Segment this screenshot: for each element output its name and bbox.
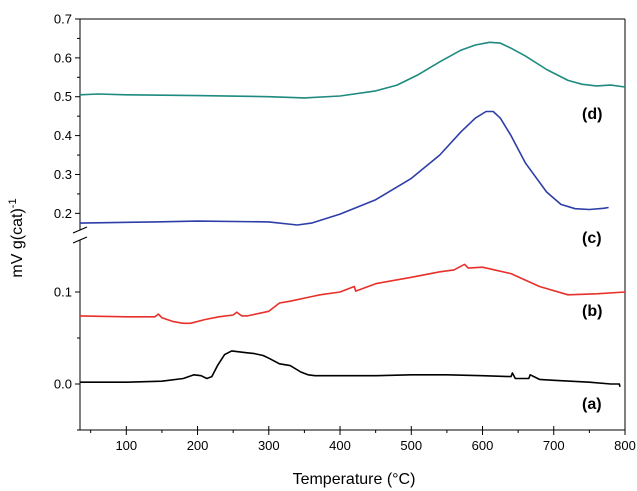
series-line-2 bbox=[79, 110, 609, 226]
y-tick-label: 0.4 bbox=[54, 128, 72, 143]
y-tick-label: 0.6 bbox=[54, 50, 72, 65]
y-tick-label: 0.7 bbox=[54, 12, 72, 27]
series-line-1 bbox=[79, 263, 626, 325]
y-axis-title: mV g(cat)-1 bbox=[7, 198, 26, 277]
curve-label: (c) bbox=[582, 230, 602, 247]
axis-break-slash-upper bbox=[72, 226, 88, 234]
y-tick-label: 0.1 bbox=[54, 285, 72, 300]
x-axis-title: Temperature (°C) bbox=[293, 471, 416, 488]
x-tick-label: 200 bbox=[187, 438, 209, 453]
x-tick-label: 500 bbox=[400, 438, 422, 453]
curve-label: (a) bbox=[582, 396, 602, 413]
plot-frame bbox=[79, 18, 626, 431]
series-layer bbox=[79, 41, 626, 387]
x-tick-label: 100 bbox=[115, 438, 137, 453]
ticks-layer: 100 200 300 400 500 600 700 800 0.2 0.3 0.4 0.5 0.6 0… bbox=[54, 12, 636, 454]
y-axis-title-superscript: -1 bbox=[7, 198, 19, 208]
series-line-3 bbox=[79, 41, 626, 99]
x-tick-label: 800 bbox=[614, 438, 636, 453]
y-axis-title-main: mV g(cat) bbox=[9, 208, 26, 277]
y-tick-label: 0.0 bbox=[54, 377, 72, 392]
curve-label: (b) bbox=[582, 303, 602, 320]
y-tick-label: 0.2 bbox=[54, 206, 72, 221]
curve-labels: (d) (c) (b) (a) bbox=[582, 106, 602, 413]
x-tick-label: 400 bbox=[329, 438, 351, 453]
axis-break-slash-lower bbox=[72, 236, 88, 244]
curve-label: (d) bbox=[582, 106, 602, 123]
y-axis-break-marker bbox=[72, 226, 88, 244]
series-line-0 bbox=[80, 350, 621, 387]
x-tick-label: 700 bbox=[543, 438, 565, 453]
y-tick-label: 0.5 bbox=[54, 89, 72, 104]
x-tick-label: 600 bbox=[472, 438, 494, 453]
x-tick-label: 300 bbox=[258, 438, 280, 453]
y-tick-label: 0.3 bbox=[54, 167, 72, 182]
